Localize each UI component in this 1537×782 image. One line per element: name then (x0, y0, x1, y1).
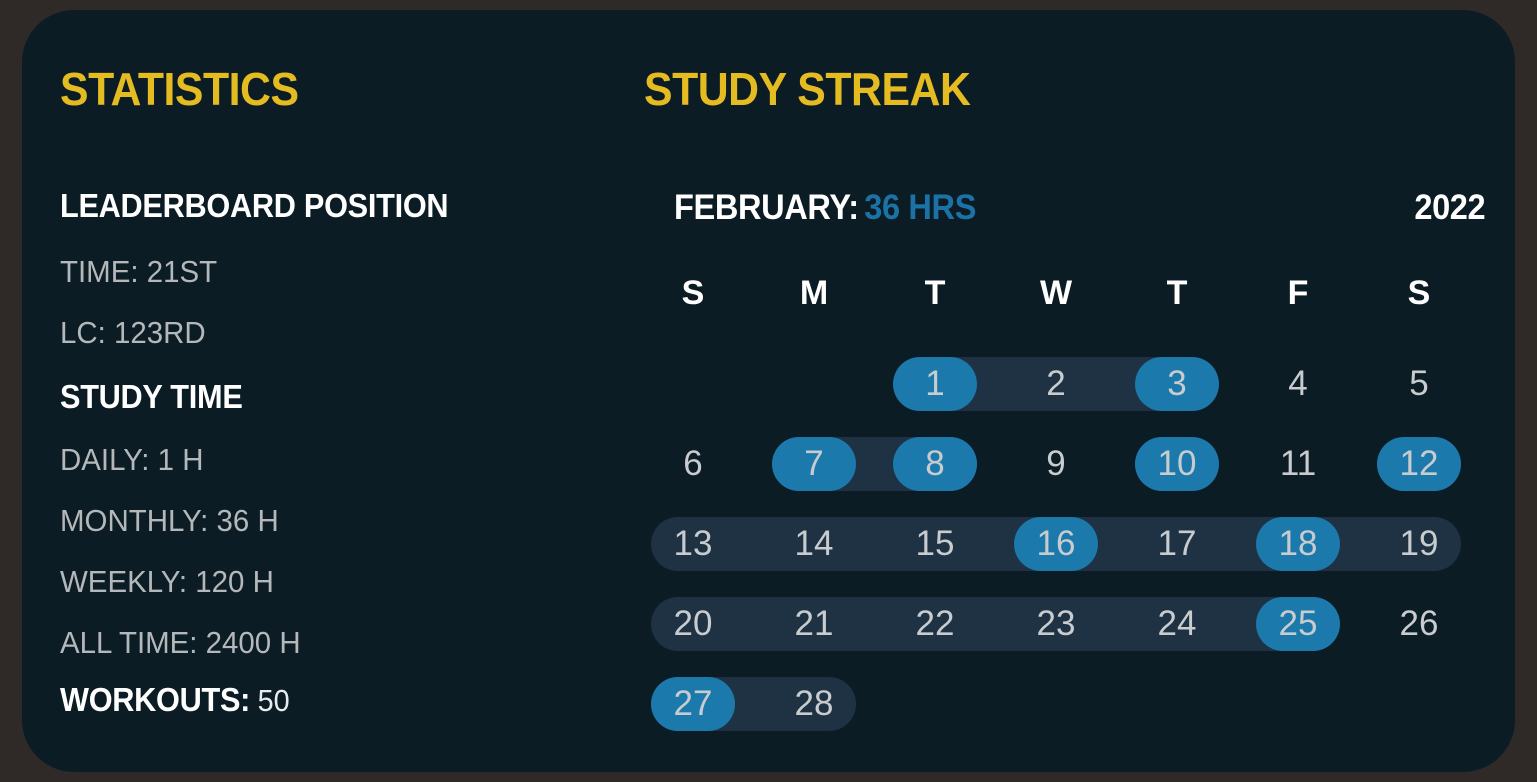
calendar-day-12[interactable]: 12 (1377, 437, 1461, 491)
weekday-label: F (1287, 274, 1309, 312)
workouts-row: WORKOUTS: 50 (60, 681, 290, 719)
calendar-day-3[interactable]: 3 (1135, 357, 1219, 411)
calendar-day-21[interactable]: 21 (772, 597, 856, 651)
calendar-day-number: 13 (673, 523, 713, 563)
calendar-day-number: 11 (1279, 443, 1317, 483)
calendar-day-number: 19 (1399, 523, 1439, 563)
calendar-day-27[interactable]: 27 (651, 677, 735, 731)
month-name-label: FEBRUARY: (674, 188, 859, 227)
calendar-day-1[interactable]: 1 (893, 357, 977, 411)
calendar-day-number: 18 (1278, 523, 1318, 563)
month-hours-value: 36 HRS (864, 188, 977, 227)
calendar-day-number: 9 (1046, 443, 1066, 483)
calendar-day-6[interactable]: 6 (651, 437, 735, 491)
workouts-value: 50 (257, 683, 290, 718)
stat-study-monthly: MONTHLY: 36 H (60, 503, 279, 538)
calendar-day-11[interactable]: 11 (1256, 437, 1340, 491)
calendar-day-number: 3 (1167, 363, 1187, 403)
calendar-day-number: 21 (794, 603, 834, 643)
stat-leaderboard-lc: LC: 123RD (60, 315, 206, 350)
stat-study-weekly: WEEKLY: 120 H (60, 564, 274, 599)
calendar-day-26[interactable]: 26 (1377, 597, 1461, 651)
calendar-day-number: 15 (915, 523, 955, 563)
calendar-day-19[interactable]: 19 (1377, 517, 1461, 571)
calendar-day-10[interactable]: 10 (1135, 437, 1219, 491)
streak-calendar: S M T W T F S 1 2 3 4 5 6 7 8 9 10 11 12 13 14 15 16 17 18 19 20 21… (22, 10, 1515, 772)
calendar-day-15[interactable]: 15 (893, 517, 977, 571)
calendar-day-number: 27 (673, 683, 713, 723)
card-inner: STATISTICS LEADERBOARD POSITION TIME: 21… (22, 10, 1515, 772)
calendar-day-14[interactable]: 14 (772, 517, 856, 571)
calendar-day-17[interactable]: 17 (1135, 517, 1219, 571)
calendar-day-number: 25 (1278, 603, 1318, 643)
calendar-day-number: 14 (794, 523, 834, 563)
calendar-day-number: 26 (1399, 603, 1439, 643)
streak-segment-5 (651, 597, 1340, 651)
calendar-day-number: 17 (1157, 523, 1197, 563)
weekday-label: T (1166, 274, 1188, 312)
calendar-day-number: 23 (1036, 603, 1076, 643)
calendar-day-25[interactable]: 25 (1256, 597, 1340, 651)
study-streak-title: STUDY STREAK (644, 63, 971, 115)
stat-leaderboard-time: TIME: 21ST (60, 254, 218, 289)
calendar-day-22[interactable]: 22 (893, 597, 977, 651)
calendar-day-number: 5 (1409, 363, 1429, 403)
weekday-label: T (924, 274, 946, 312)
calendar-day-8[interactable]: 8 (893, 437, 977, 491)
calendar-day-5[interactable]: 5 (1377, 357, 1461, 411)
calendar-day-number: 24 (1157, 603, 1197, 643)
weekday-label: M (799, 274, 829, 312)
calendar-day-13[interactable]: 13 (651, 517, 735, 571)
workouts-label: WORKOUTS: (60, 681, 251, 718)
calendar-year: 2022 (1414, 188, 1485, 227)
leaderboard-position-heading: LEADERBOARD POSITION (60, 187, 449, 224)
dashboard-card: STATISTICS LEADERBOARD POSITION TIME: 21… (22, 10, 1515, 772)
calendar-day-number: 7 (804, 443, 824, 483)
weekday-label: W (1039, 274, 1073, 312)
study-time-heading: STUDY TIME (60, 378, 243, 415)
calendar-day-28[interactable]: 28 (772, 677, 856, 731)
calendar-day-16[interactable]: 16 (1014, 517, 1098, 571)
calendar-day-2[interactable]: 2 (1014, 357, 1098, 411)
calendar-day-18[interactable]: 18 (1256, 517, 1340, 571)
stat-study-daily: DAILY: 1 H (60, 442, 204, 477)
calendar-day-20[interactable]: 20 (651, 597, 735, 651)
calendar-day-number: 20 (673, 603, 713, 643)
calendar-day-7[interactable]: 7 (772, 437, 856, 491)
calendar-day-number: 6 (683, 443, 703, 483)
weekday-label: S (1407, 274, 1431, 312)
statistics-title: STATISTICS (60, 63, 299, 115)
weekday-label: S (681, 274, 705, 312)
calendar-day-number: 2 (1046, 363, 1066, 403)
calendar-day-4[interactable]: 4 (1256, 357, 1340, 411)
calendar-day-number: 12 (1399, 443, 1439, 483)
calendar-day-number: 8 (925, 443, 945, 483)
calendar-day-number: 10 (1157, 443, 1197, 483)
calendar-day-23[interactable]: 23 (1014, 597, 1098, 651)
calendar-day-number: 1 (925, 363, 945, 403)
calendar-day-number: 28 (794, 683, 834, 723)
calendar-day-9[interactable]: 9 (1014, 437, 1098, 491)
stat-study-all-time: ALL TIME: 2400 H (60, 625, 301, 660)
month-summary: FEBRUARY: 36 HRS (674, 188, 976, 228)
calendar-day-24[interactable]: 24 (1135, 597, 1219, 651)
calendar-day-number: 22 (915, 603, 955, 643)
calendar-day-number: 4 (1288, 363, 1308, 403)
calendar-day-number: 16 (1036, 523, 1076, 563)
